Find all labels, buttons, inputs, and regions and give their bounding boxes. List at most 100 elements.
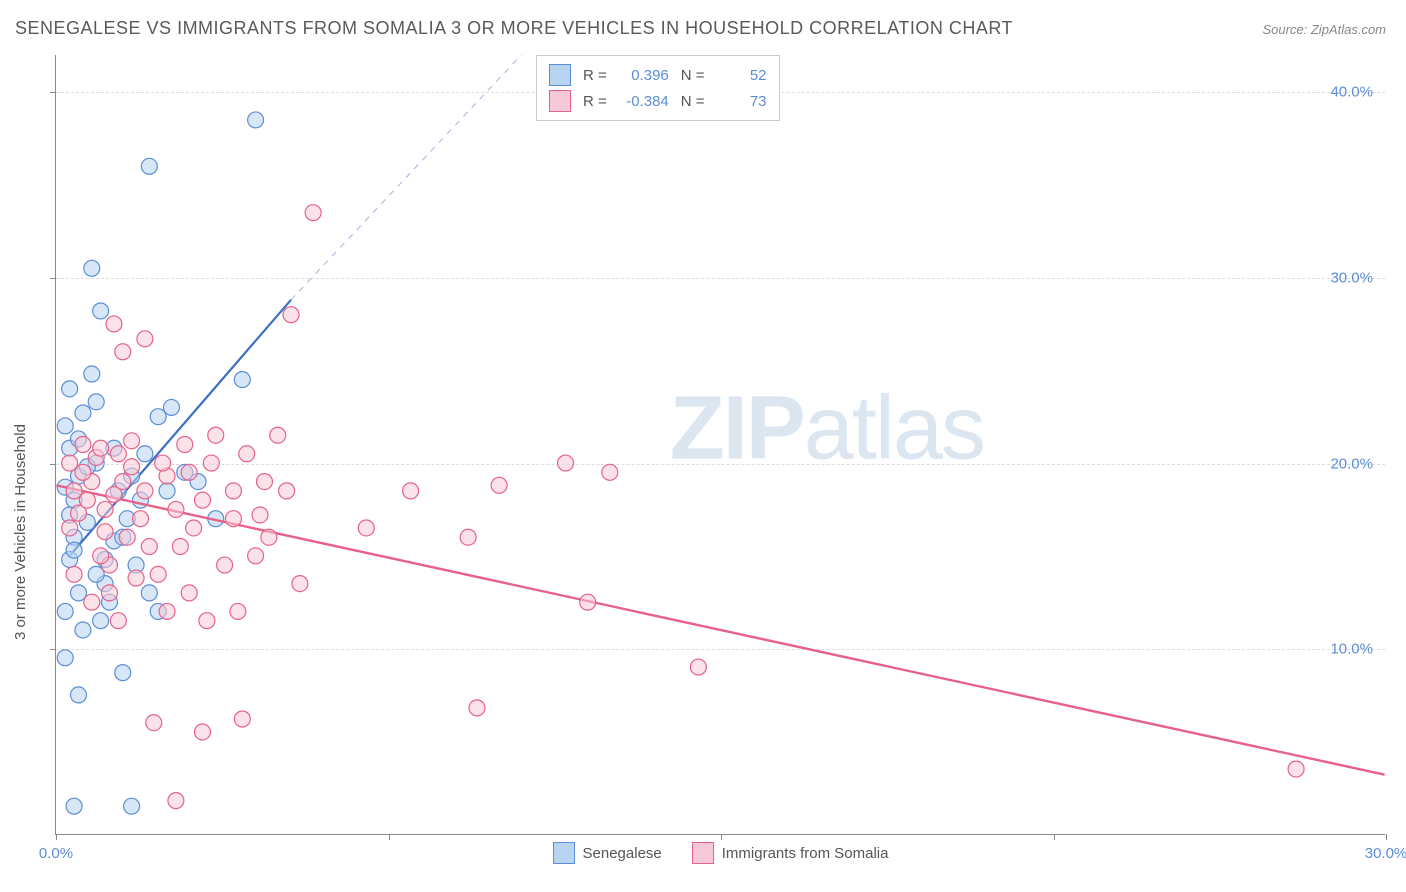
- legend-row: R = 0.396 N = 52: [549, 62, 767, 88]
- data-point: [93, 440, 109, 456]
- legend-r-value: 0.396: [619, 67, 669, 84]
- data-point: [124, 798, 140, 814]
- x-tick: [1054, 834, 1055, 840]
- data-point: [1288, 761, 1304, 777]
- data-point: [115, 665, 131, 681]
- data-point: [141, 158, 157, 174]
- data-point: [93, 303, 109, 319]
- data-point: [115, 344, 131, 360]
- x-tick: [1386, 834, 1387, 840]
- data-point: [93, 548, 109, 564]
- source-attribution: Source: ZipAtlas.com: [1262, 22, 1386, 37]
- data-point: [469, 700, 485, 716]
- legend-r-value: -0.384: [619, 93, 669, 110]
- series-legend: Senegalese Immigrants from Somalia: [553, 842, 889, 864]
- legend-r-label: R =: [583, 93, 607, 110]
- x-tick-label: 30.0%: [1365, 845, 1406, 862]
- data-point: [283, 307, 299, 323]
- data-point: [261, 529, 277, 545]
- data-point: [137, 483, 153, 499]
- data-point: [124, 459, 140, 475]
- legend-n-value: 52: [717, 67, 767, 84]
- legend-row: R =-0.384N =73: [549, 88, 767, 114]
- data-point: [137, 331, 153, 347]
- data-point: [208, 427, 224, 443]
- data-point: [155, 455, 171, 471]
- data-point: [292, 576, 308, 592]
- data-point: [234, 711, 250, 727]
- data-point: [358, 520, 374, 536]
- legend-label: Senegalese: [583, 845, 662, 862]
- data-point: [101, 585, 117, 601]
- legend-n-label: N =: [681, 67, 705, 84]
- regression-line-extension: [291, 55, 521, 300]
- data-point: [279, 483, 295, 499]
- legend-item: Immigrants from Somalia: [692, 842, 889, 864]
- data-point: [66, 542, 82, 558]
- data-point: [62, 381, 78, 397]
- data-point: [168, 793, 184, 809]
- x-tick-label: 0.0%: [39, 845, 73, 862]
- y-axis-label: 3 or more Vehicles in Household: [12, 424, 29, 640]
- data-point: [194, 492, 210, 508]
- data-point: [62, 520, 78, 536]
- data-point: [62, 455, 78, 471]
- data-point: [252, 507, 268, 523]
- data-point: [84, 366, 100, 382]
- data-point: [172, 539, 188, 555]
- data-point: [491, 477, 507, 493]
- x-tick: [56, 834, 57, 840]
- chart-plot-area: ZIPatlas R =0.396N =52R =-0.384N =73 Sen…: [55, 55, 1385, 835]
- data-point: [97, 524, 113, 540]
- data-point: [248, 548, 264, 564]
- data-point: [141, 539, 157, 555]
- data-point: [137, 446, 153, 462]
- data-point: [57, 418, 73, 434]
- data-point: [75, 622, 91, 638]
- legend-r-label: R =: [583, 67, 607, 84]
- scatter-svg: [56, 55, 1385, 834]
- data-point: [690, 659, 706, 675]
- data-point: [141, 585, 157, 601]
- legend-swatch: [549, 90, 571, 112]
- data-point: [225, 483, 241, 499]
- data-point: [305, 205, 321, 221]
- legend-swatch: [553, 842, 575, 864]
- data-point: [75, 437, 91, 453]
- legend-n-label: N =: [681, 93, 705, 110]
- x-tick: [721, 834, 722, 840]
- data-point: [239, 446, 255, 462]
- data-point: [403, 483, 419, 499]
- data-point: [75, 405, 91, 421]
- data-point: [234, 372, 250, 388]
- data-point: [177, 437, 193, 453]
- data-point: [217, 557, 233, 573]
- data-point: [110, 613, 126, 629]
- data-point: [230, 603, 246, 619]
- data-point: [146, 715, 162, 731]
- data-point: [66, 798, 82, 814]
- data-point: [168, 501, 184, 517]
- data-point: [132, 511, 148, 527]
- data-point: [186, 520, 202, 536]
- data-point: [66, 483, 82, 499]
- legend-swatch: [692, 842, 714, 864]
- chart-title: SENEGALESE VS IMMIGRANTS FROM SOMALIA 3 …: [15, 18, 1013, 39]
- data-point: [225, 511, 241, 527]
- data-point: [256, 474, 272, 490]
- legend-swatch: [549, 64, 571, 86]
- data-point: [159, 483, 175, 499]
- data-point: [194, 724, 210, 740]
- data-point: [460, 529, 476, 545]
- correlation-legend: R =0.396N =52R =-0.384N =73: [536, 55, 780, 121]
- data-point: [119, 529, 135, 545]
- data-point: [602, 464, 618, 480]
- legend-label: Immigrants from Somalia: [722, 845, 889, 862]
- data-point: [57, 603, 73, 619]
- data-point: [159, 603, 175, 619]
- data-point: [124, 433, 140, 449]
- data-point: [66, 566, 82, 582]
- data-point: [93, 613, 109, 629]
- data-point: [88, 394, 104, 410]
- data-point: [558, 455, 574, 471]
